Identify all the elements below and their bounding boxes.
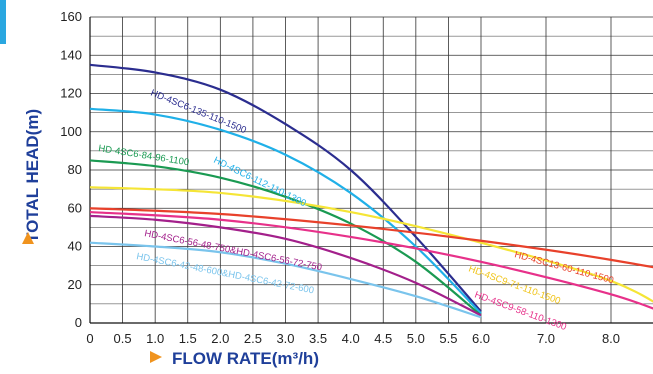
series-line bbox=[89, 159, 482, 317]
y-tick-label: 0 bbox=[75, 315, 82, 330]
y-tick-label: 60 bbox=[68, 200, 82, 215]
series-line bbox=[89, 241, 482, 319]
series-line bbox=[89, 186, 653, 303]
series-line bbox=[89, 207, 653, 269]
x-axis-arrow-icon bbox=[150, 351, 162, 363]
y-tick-label: 160 bbox=[60, 9, 82, 24]
y-axis-arrow-icon bbox=[22, 232, 34, 244]
x-tick-label: 1.5 bbox=[179, 331, 197, 346]
series-curves bbox=[89, 63, 653, 319]
x-tick-label: 8.0 bbox=[602, 331, 620, 346]
x-tick-label: 3.5 bbox=[309, 331, 327, 346]
y-tick-label: 40 bbox=[68, 239, 82, 254]
series-line bbox=[89, 214, 482, 317]
series-line bbox=[89, 210, 653, 310]
y-tick-label: 140 bbox=[60, 47, 82, 62]
y-tick-label: 120 bbox=[60, 86, 82, 101]
x-tick-label: 4.5 bbox=[374, 331, 392, 346]
x-axis-label: FLOW RATE(m³/h) bbox=[172, 349, 319, 368]
curve-label: HD-4SC6-112-110-1300 bbox=[212, 155, 308, 209]
series-line bbox=[89, 107, 482, 315]
x-tick-label: 3.0 bbox=[276, 331, 294, 346]
y-tick-label: 20 bbox=[68, 277, 82, 292]
x-tick-label: 2.0 bbox=[211, 331, 229, 346]
axis-ticks: 0 0.5 1.0 1.5 2.0 2.5 3.0 3.5 4.0 4.5 5.0 5.5 6.0 7.0… bbox=[60, 9, 620, 346]
curve-labels: HD-4SC6-135-110-1500HD-4SC6-112-110-1300… bbox=[98, 88, 615, 333]
x-tick-label: 2.5 bbox=[244, 331, 262, 346]
x-tick-label: 0 bbox=[86, 331, 93, 346]
y-tick-label: 80 bbox=[68, 162, 82, 177]
x-tick-label: 1.0 bbox=[146, 331, 164, 346]
x-tick-label: 5.0 bbox=[407, 331, 425, 346]
y-tick-label: 100 bbox=[60, 124, 82, 139]
x-tick-label: 5.5 bbox=[439, 331, 457, 346]
x-tick-label: 6.0 bbox=[472, 331, 490, 346]
series-line bbox=[89, 63, 482, 313]
x-tick-label: 0.5 bbox=[114, 331, 132, 346]
y-axis-label: TOTAL HEAD(m) bbox=[23, 109, 42, 243]
accent-bar bbox=[0, 0, 6, 44]
x-tick-label: 4.0 bbox=[342, 331, 360, 346]
x-tick-label: 7.0 bbox=[537, 331, 555, 346]
